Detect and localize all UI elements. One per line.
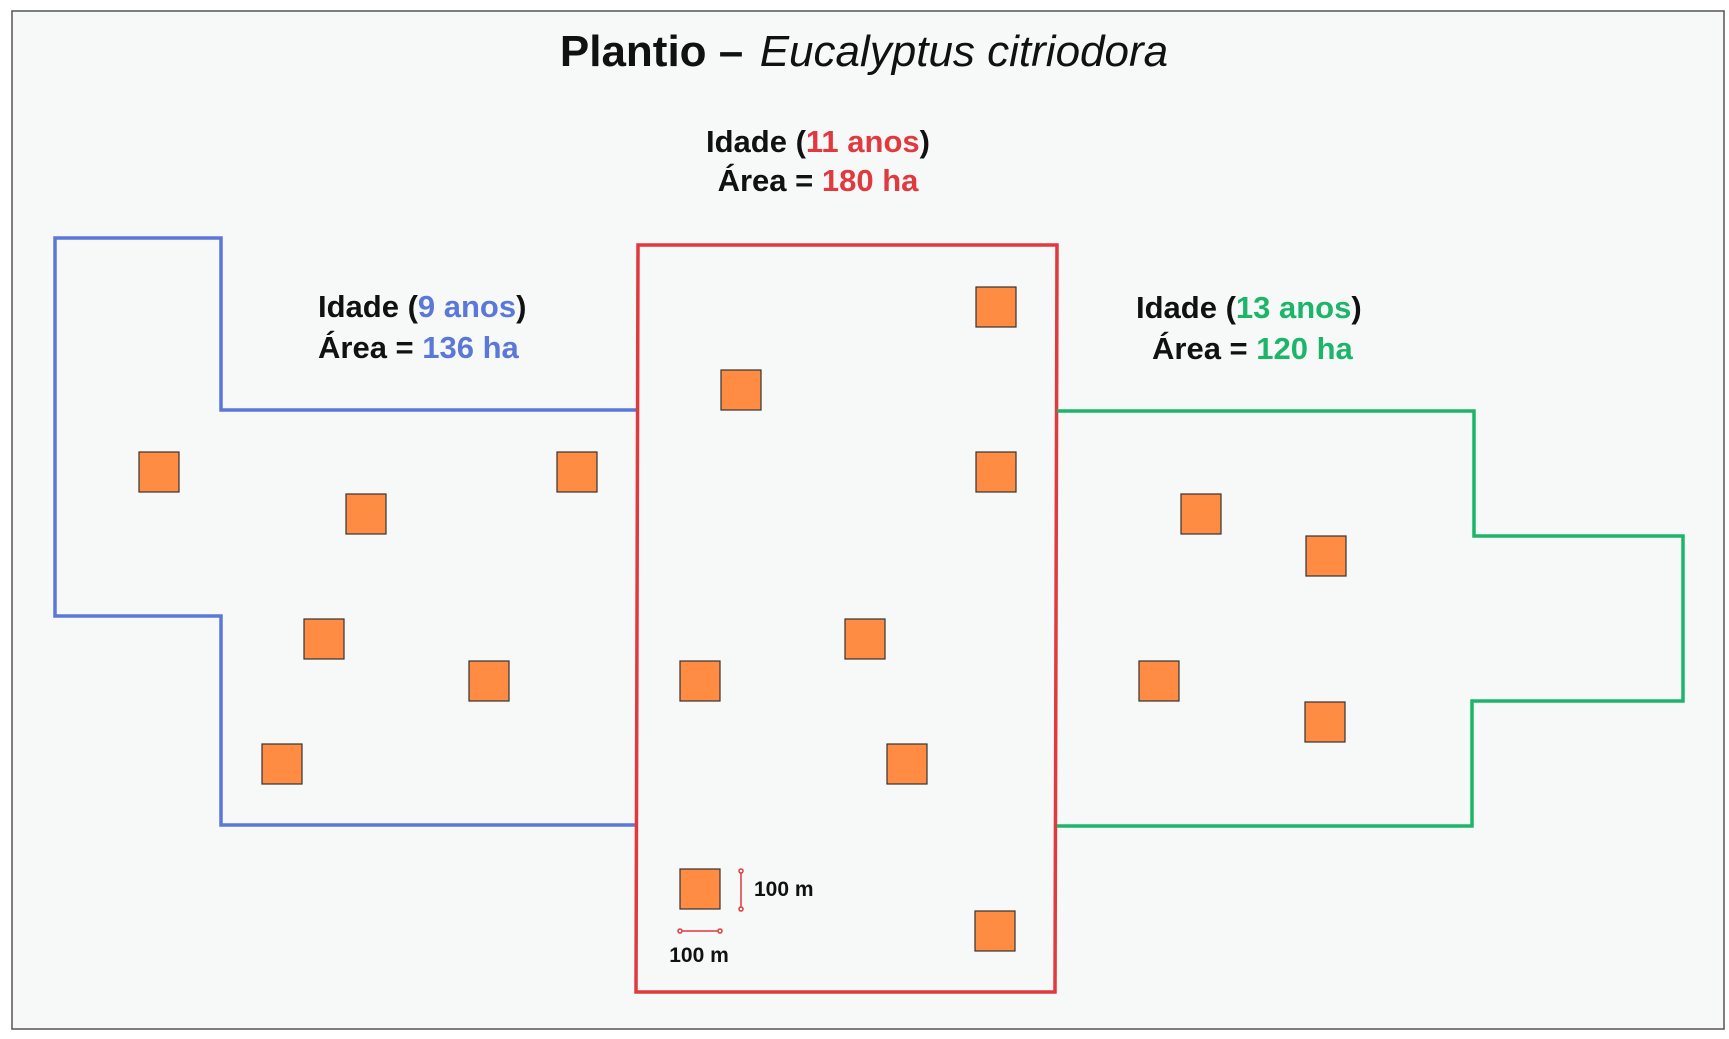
- sample-plot-center-2: [720, 369, 762, 411]
- sample-plot-left-3: [556, 451, 598, 493]
- stand-boundary-right: [1057, 409, 1685, 828]
- sample-plot-right-1: [1180, 493, 1222, 535]
- stand-left-area: Área = 136 ha: [318, 330, 520, 365]
- sample-plot-center-6: [886, 743, 928, 785]
- sample-plot-center-7: [679, 868, 721, 910]
- sample-plot-left-2: [345, 493, 387, 535]
- sample-plot-left-6: [261, 743, 303, 785]
- scale-label-vertical: 100 m: [754, 878, 814, 901]
- sample-plot-center-1: [975, 286, 1017, 328]
- sample-plot-left-4: [303, 618, 345, 660]
- stand-boundary-center: [634, 243, 1059, 994]
- sample-plot-left-1: [138, 451, 180, 493]
- stand-left-age: Idade (9 anos): [318, 289, 526, 324]
- stand-boundary-left: [53, 236, 637, 827]
- sample-plot-center-8: [974, 910, 1016, 952]
- scale-bar-vertical: [738, 868, 744, 912]
- sample-plot-right-4: [1304, 701, 1346, 743]
- sample-plot-right-2: [1305, 535, 1347, 577]
- title-species: Eucalyptus citriodora: [760, 27, 1168, 76]
- stand-center-area: Área = 180 ha: [718, 163, 920, 198]
- scale-bar-horizontal: [677, 928, 723, 934]
- sample-plot-center-3: [975, 451, 1017, 493]
- sample-plot-right-3: [1138, 660, 1180, 702]
- sample-plot-center-5: [679, 660, 721, 702]
- title-bold-part: Plantio –: [560, 27, 743, 76]
- scale-label-horizontal: 100 m: [669, 944, 729, 967]
- stand-right-age: Idade (13 anos): [1136, 290, 1362, 325]
- stand-right-area: Área = 120 ha: [1152, 331, 1354, 366]
- stand-center-age: Idade (11 anos): [706, 124, 930, 159]
- diagram-title: Plantio – Eucalyptus citriodora: [560, 27, 1168, 76]
- sample-plot-center-4: [844, 618, 886, 660]
- sample-plot-left-5: [468, 660, 510, 702]
- diagram-frame: [11, 10, 1725, 1030]
